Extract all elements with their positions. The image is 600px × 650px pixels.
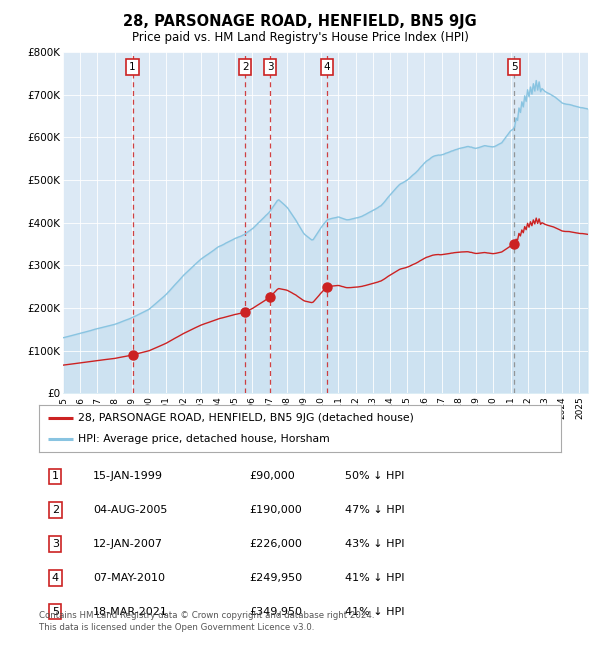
Text: 3: 3 — [52, 539, 59, 549]
Text: 12-JAN-2007: 12-JAN-2007 — [93, 539, 163, 549]
Text: 41% ↓ HPI: 41% ↓ HPI — [345, 606, 404, 617]
Text: 2: 2 — [52, 505, 59, 515]
Text: 3: 3 — [267, 62, 274, 72]
Text: Price paid vs. HM Land Registry's House Price Index (HPI): Price paid vs. HM Land Registry's House … — [131, 31, 469, 44]
Text: 1: 1 — [129, 62, 136, 72]
Text: Contains HM Land Registry data © Crown copyright and database right 2024.
This d: Contains HM Land Registry data © Crown c… — [39, 611, 374, 632]
Text: 5: 5 — [511, 62, 517, 72]
Text: 2: 2 — [242, 62, 248, 72]
Text: 47% ↓ HPI: 47% ↓ HPI — [345, 505, 404, 515]
Text: 4: 4 — [324, 62, 331, 72]
Text: 04-AUG-2005: 04-AUG-2005 — [93, 505, 167, 515]
Text: £90,000: £90,000 — [249, 471, 295, 482]
Text: 28, PARSONAGE ROAD, HENFIELD, BN5 9JG: 28, PARSONAGE ROAD, HENFIELD, BN5 9JG — [123, 14, 477, 29]
Text: 4: 4 — [52, 573, 59, 583]
Text: 28, PARSONAGE ROAD, HENFIELD, BN5 9JG (detached house): 28, PARSONAGE ROAD, HENFIELD, BN5 9JG (d… — [78, 413, 414, 422]
Text: HPI: Average price, detached house, Horsham: HPI: Average price, detached house, Hors… — [78, 434, 330, 444]
Text: 18-MAR-2021: 18-MAR-2021 — [93, 606, 168, 617]
Text: 1: 1 — [52, 471, 59, 482]
Text: 43% ↓ HPI: 43% ↓ HPI — [345, 539, 404, 549]
Text: 41% ↓ HPI: 41% ↓ HPI — [345, 573, 404, 583]
Text: 5: 5 — [52, 606, 59, 617]
Text: £226,000: £226,000 — [249, 539, 302, 549]
Text: £190,000: £190,000 — [249, 505, 302, 515]
Text: 15-JAN-1999: 15-JAN-1999 — [93, 471, 163, 482]
Text: 07-MAY-2010: 07-MAY-2010 — [93, 573, 165, 583]
Text: £349,950: £349,950 — [249, 606, 302, 617]
Text: £249,950: £249,950 — [249, 573, 302, 583]
Text: 50% ↓ HPI: 50% ↓ HPI — [345, 471, 404, 482]
